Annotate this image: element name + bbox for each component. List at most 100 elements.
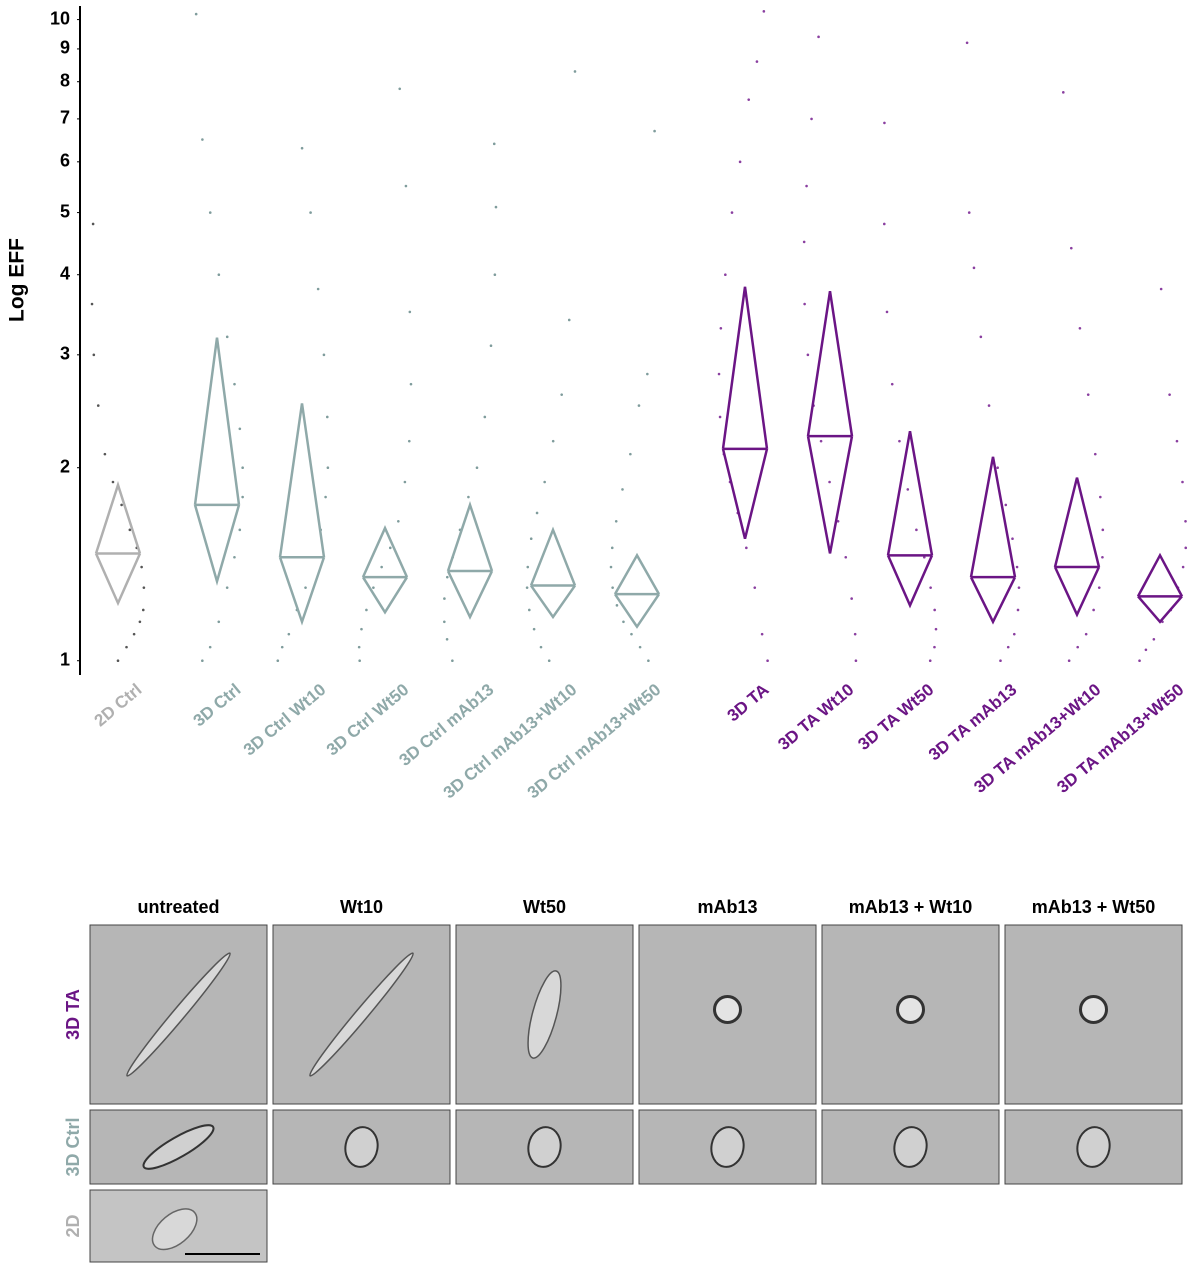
ci-lower — [1137, 595, 1183, 624]
cell — [309, 952, 414, 1077]
data-point — [1181, 480, 1184, 484]
data-point — [539, 645, 543, 649]
ci-upper — [94, 480, 142, 554]
data-point — [1086, 393, 1090, 396]
data-point — [1062, 91, 1065, 94]
data-point — [1097, 586, 1101, 589]
data-point — [1092, 608, 1095, 612]
data-point — [140, 565, 143, 569]
data-point — [128, 528, 132, 532]
data-point — [287, 632, 291, 636]
data-point — [1076, 645, 1079, 649]
data-point — [407, 439, 411, 443]
data-point — [1101, 555, 1104, 559]
data-point — [1069, 246, 1073, 250]
data-point — [738, 160, 742, 164]
x-tick-label: 3D Ctrl Wt10 — [240, 680, 330, 760]
data-point — [194, 12, 198, 16]
data-point — [120, 503, 123, 507]
row-label: 3D TA — [63, 989, 83, 1040]
data-point — [630, 632, 633, 636]
data-point — [528, 608, 531, 612]
data-point — [398, 87, 402, 91]
cell — [527, 1126, 562, 1168]
ci-lower — [1053, 566, 1101, 618]
ci-upper — [806, 291, 854, 437]
data-point — [443, 620, 446, 624]
data-point — [403, 480, 407, 484]
data-point — [979, 335, 983, 339]
data-point — [987, 404, 991, 407]
data-point — [304, 586, 307, 589]
data-point — [326, 466, 330, 470]
data-point — [717, 372, 721, 376]
data-point — [467, 495, 470, 499]
data-point — [883, 121, 886, 125]
y-tick-label: 7 — [60, 108, 70, 128]
data-point — [92, 353, 96, 357]
data-point — [201, 659, 204, 663]
data-point — [492, 142, 496, 146]
data-point — [766, 659, 769, 663]
data-point — [404, 184, 408, 188]
data-point — [1015, 565, 1019, 569]
x-tick-label: 3D TA Wt10 — [774, 680, 857, 754]
ci-upper — [613, 552, 661, 595]
data-point — [380, 565, 383, 569]
data-point — [885, 310, 889, 314]
x-tick-label: 3D Ctrl — [190, 680, 245, 730]
data-point — [1159, 287, 1163, 291]
data-point — [451, 659, 454, 663]
data-point — [933, 645, 936, 649]
x-tick-label: 3D TA Wt50 — [854, 680, 937, 754]
y-tick-label: 5 — [60, 201, 70, 221]
data-point — [1138, 659, 1141, 663]
ci-upper — [278, 403, 326, 558]
data-point — [646, 372, 649, 376]
data-point — [622, 620, 625, 624]
data-point — [567, 318, 571, 322]
data-point — [1184, 519, 1187, 523]
data-point — [1175, 439, 1179, 443]
ci-lower — [94, 552, 142, 607]
cell — [527, 970, 562, 1059]
data-point — [408, 310, 412, 314]
data-point — [142, 586, 146, 589]
data-point — [325, 415, 329, 419]
data-point — [853, 632, 857, 636]
data-point — [760, 632, 764, 636]
x-tick-label: 3D Ctrl Wt50 — [323, 680, 413, 760]
data-point — [125, 645, 128, 649]
row-label: 2D — [63, 1214, 83, 1237]
data-point — [647, 659, 650, 663]
ci-lower — [969, 576, 1017, 625]
data-point — [551, 439, 555, 443]
ci-upper — [361, 525, 409, 578]
y-tick-label: 4 — [60, 263, 70, 283]
data-point — [208, 211, 212, 214]
column-header: Wt50 — [523, 897, 566, 917]
cell — [1079, 995, 1108, 1024]
y-tick-label: 10 — [50, 8, 70, 28]
data-point — [233, 555, 236, 559]
data-point — [972, 266, 976, 270]
ci-upper — [193, 337, 241, 506]
data-point — [653, 129, 656, 133]
ci-lower — [529, 584, 577, 620]
ci-lower — [278, 556, 326, 626]
cell — [142, 1124, 215, 1170]
data-point — [637, 404, 641, 407]
data-point — [1144, 648, 1148, 652]
data-point — [629, 452, 632, 456]
column-header: Wt10 — [340, 897, 383, 917]
data-point — [96, 404, 100, 407]
data-point — [547, 659, 551, 663]
data-point — [610, 546, 614, 550]
ci-lower — [721, 448, 769, 539]
data-point — [141, 608, 145, 612]
data-point — [560, 393, 563, 396]
data-point — [276, 659, 280, 663]
y-tick-label: 3 — [60, 344, 70, 364]
data-point — [755, 60, 759, 63]
data-point — [116, 659, 120, 663]
